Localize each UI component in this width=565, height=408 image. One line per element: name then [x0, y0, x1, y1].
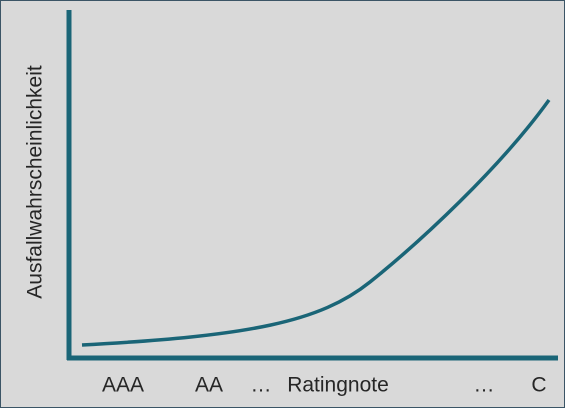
- x-axis-label: C: [531, 374, 546, 397]
- x-axis-label: Ratingnote: [287, 374, 389, 397]
- x-axis-label: AAA: [102, 374, 144, 397]
- x-axis-label: …: [251, 374, 272, 397]
- x-axis-label: …: [474, 374, 495, 397]
- x-axis-label: AA: [195, 374, 223, 397]
- curve: [81, 98, 551, 347]
- y-axis-label: Ausfallwahrscheinlichkeit: [24, 65, 47, 299]
